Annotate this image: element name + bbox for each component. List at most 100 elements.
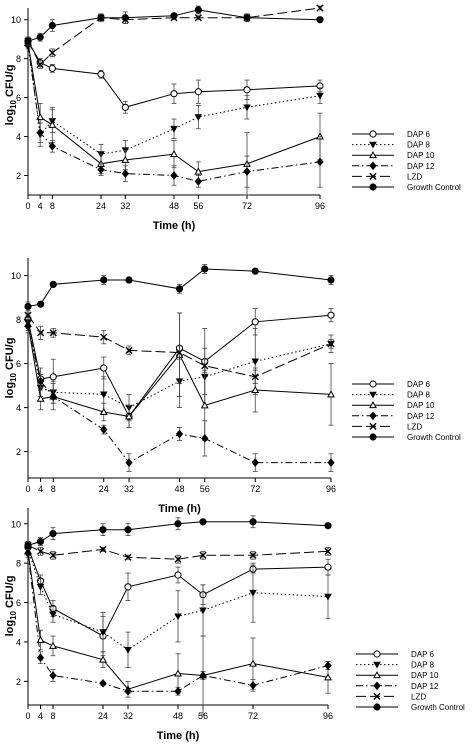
y-tick-label: 6 <box>16 598 21 608</box>
legend-marker <box>373 661 381 669</box>
x-tick-label: 56 <box>200 484 210 494</box>
legend-label: DAP 6 <box>407 380 431 389</box>
legend-entry: DAP 10 <box>352 151 435 160</box>
data-point <box>49 530 57 538</box>
legend-label: DAP 6 <box>407 130 431 139</box>
legend-entry: DAP 12 <box>352 411 435 421</box>
legend-label: Growth Control <box>407 183 461 192</box>
data-point <box>124 583 132 591</box>
x-tick-label: 0 <box>25 484 30 494</box>
data-point <box>194 167 203 175</box>
data-point <box>49 373 57 381</box>
data-point <box>243 104 251 112</box>
legend-label: DAP 10 <box>411 671 439 680</box>
data-point <box>327 311 335 319</box>
legend-marker <box>373 703 381 711</box>
data-point <box>99 655 107 663</box>
y-tick-label: 4 <box>16 403 21 413</box>
x-tick-label: 0 <box>25 711 30 721</box>
data-point <box>121 155 130 163</box>
data-point <box>36 394 45 402</box>
legend-entry: Growth Control <box>352 433 461 442</box>
y-tick-label: 8 <box>16 315 21 325</box>
y-tick-label: 10 <box>11 271 21 281</box>
data-point <box>48 141 56 151</box>
legend-marker <box>369 401 377 409</box>
data-point <box>194 177 202 186</box>
legend-marker <box>369 391 377 399</box>
y-tick-label: 2 <box>16 447 21 457</box>
legend-label: DAP 12 <box>407 162 435 171</box>
legend-marker <box>369 161 377 171</box>
legend-marker <box>373 650 381 658</box>
data-point <box>121 169 129 178</box>
series-dap-6 <box>24 36 324 114</box>
data-point <box>24 37 32 45</box>
data-point <box>36 547 45 555</box>
data-point <box>100 364 108 372</box>
data-point <box>324 673 332 681</box>
data-point <box>99 526 107 534</box>
data-point <box>249 518 257 526</box>
x-tick-label: 4 <box>38 711 43 721</box>
legend-entry: DAP 12 <box>356 681 439 691</box>
x-tick-label: 24 <box>99 484 109 494</box>
data-point <box>125 276 133 284</box>
data-point <box>37 329 45 337</box>
data-point <box>175 429 184 439</box>
legend-marker <box>369 141 377 149</box>
data-point <box>49 611 57 619</box>
data-point <box>201 362 209 370</box>
y-axis-label: log10 CFU/g <box>4 338 18 399</box>
data-point <box>201 265 209 273</box>
data-point <box>36 583 45 591</box>
legend-label: DAP 8 <box>411 661 435 670</box>
legend-label: DAP 6 <box>411 650 435 659</box>
x-axis-label: Time (h) <box>157 730 200 742</box>
data-point <box>170 149 178 158</box>
x-tick-label: 96 <box>323 711 333 721</box>
series-dap-10 <box>24 312 335 442</box>
data-point <box>199 518 207 526</box>
legend-marker <box>369 151 377 159</box>
data-point <box>99 391 108 399</box>
data-point <box>24 311 32 319</box>
y-axis-label: log10 CFU/g <box>4 576 18 637</box>
legend-label: LZD <box>407 172 422 181</box>
x-tick-label: 72 <box>242 201 252 211</box>
data-point <box>37 300 45 308</box>
data-point <box>249 680 257 690</box>
data-point <box>48 49 56 57</box>
data-point <box>99 629 107 637</box>
data-point <box>170 125 178 133</box>
legend-entry: DAP 10 <box>352 401 435 410</box>
x-tick-label: 0 <box>25 201 30 211</box>
data-point <box>174 571 182 579</box>
legend-marker <box>369 130 377 138</box>
legend-entry: DAP 6 <box>356 650 435 659</box>
data-point <box>324 563 332 571</box>
x-tick-label: 96 <box>326 484 336 494</box>
data-point <box>36 653 45 663</box>
data-point <box>251 358 260 366</box>
legend-label: LZD <box>411 692 426 701</box>
data-point <box>249 589 257 597</box>
x-tick-label: 4 <box>38 201 43 211</box>
legend-label: DAP 8 <box>407 391 431 400</box>
data-point <box>97 14 105 22</box>
legend-label: Growth Control <box>407 433 461 442</box>
data-point <box>199 671 207 680</box>
y-tick-label: 10 <box>11 519 21 529</box>
data-point <box>201 434 209 443</box>
legend-entry: LZD <box>352 172 422 181</box>
legend-entry: DAP 8 <box>356 661 435 670</box>
legend-entry: Growth Control <box>352 183 461 192</box>
data-point <box>49 392 57 401</box>
data-point <box>48 120 57 128</box>
data-point <box>170 12 178 20</box>
data-point <box>249 551 257 559</box>
legend-entry: LZD <box>356 692 426 701</box>
data-point <box>124 646 132 654</box>
